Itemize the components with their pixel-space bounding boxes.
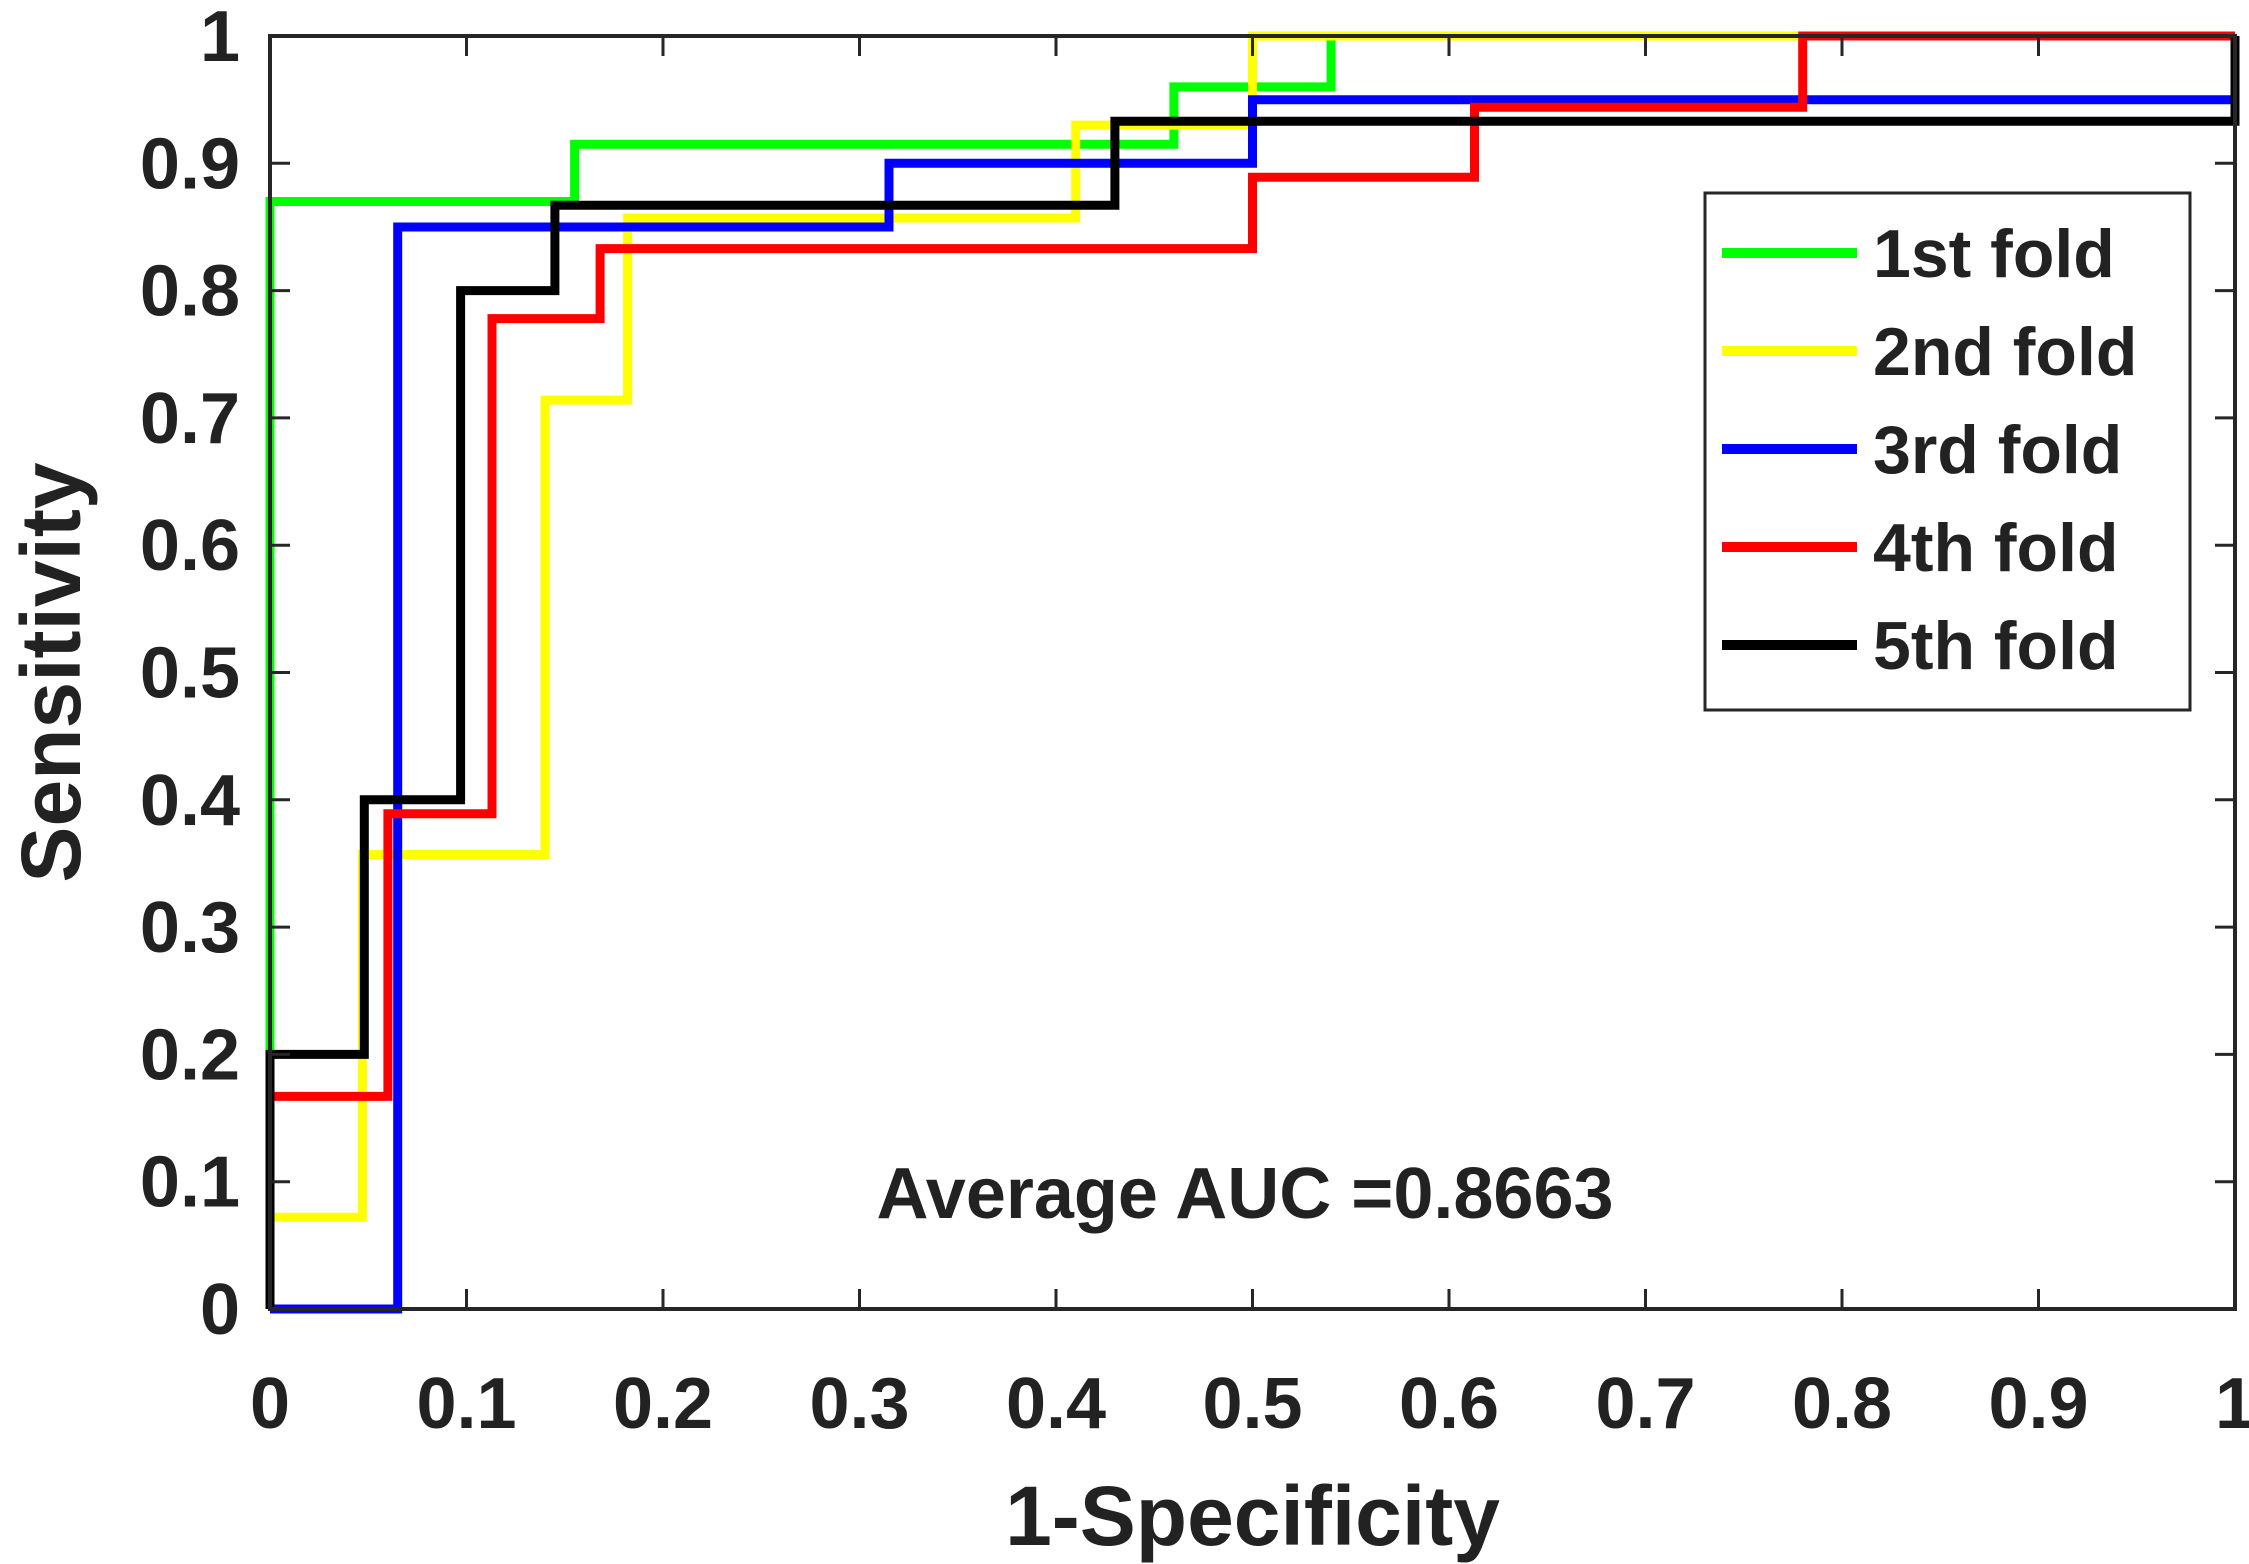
x-tick-label: 0.5 [1202, 1364, 1302, 1444]
legend: 1st fold 2nd fold 3rd fold 4th fold 5th fold [1703, 191, 2192, 712]
x-tick-label: 0.6 [1399, 1364, 1499, 1444]
y-tick-label: 0.4 [140, 761, 240, 841]
y-tick-label: 0.6 [140, 506, 240, 586]
legend-label-3: 3rd fold [1873, 412, 2122, 488]
y-tick-label: 0 [200, 1270, 240, 1350]
series-line-3 [270, 95, 2235, 1314]
legend-label-4: 4th fold [1873, 510, 2119, 586]
series-layer [265, 31, 2240, 1314]
x-tick-label: 0.9 [1988, 1364, 2088, 1444]
x-tick-label: 0 [250, 1364, 290, 1444]
x-tick-label: 0.8 [1792, 1364, 1892, 1444]
legend-label-5: 5th fold [1873, 608, 2119, 684]
legend-label-2: 2nd fold [1873, 314, 2137, 390]
y-axis-label: Sensitivity [4, 462, 98, 882]
y-tick-label: 0.5 [140, 634, 240, 714]
auc-annotation: Average AUC =0.8663 [876, 1154, 1613, 1234]
y-tick-label: 0.9 [140, 124, 240, 204]
y-tick-label: 0.3 [140, 888, 240, 968]
legend-label-1: 1st fold [1873, 216, 2115, 292]
x-axis-label: 1-Specificity [1005, 1469, 1500, 1563]
tick-layer: 0 0.1 0.2 0.3 0.4 0.5 0.6 0.7 0.8 0.9 1 0 0.1 0.2 0.3 0… [140, 0, 2249, 1444]
series-line-1 [265, 31, 2235, 1055]
x-tick-label: 1 [2215, 1364, 2249, 1444]
x-tick-label: 0.4 [1006, 1364, 1106, 1444]
x-tick-label: 0.3 [809, 1364, 909, 1444]
series-line-4 [270, 31, 2235, 1101]
x-tick-label: 0.1 [416, 1364, 516, 1444]
x-tick-label: 0.7 [1595, 1364, 1695, 1444]
y-tick-label: 1 [200, 0, 240, 77]
y-tick-label: 0.7 [140, 379, 240, 459]
series-line-5 [265, 36, 2240, 1309]
y-tick-label: 0.8 [140, 252, 240, 332]
y-tick-label: 0.1 [140, 1143, 240, 1223]
x-tick-label: 0.2 [613, 1364, 713, 1444]
y-tick-label: 0.2 [140, 1015, 240, 1095]
